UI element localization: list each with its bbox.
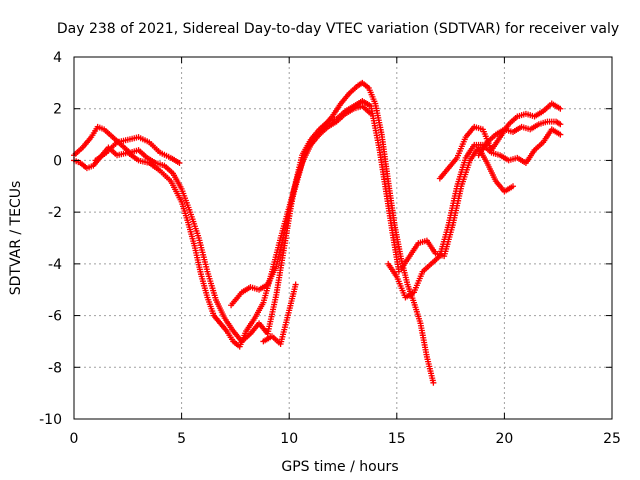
y-tick-label: 0 <box>53 153 62 169</box>
x-tick-label: 20 <box>495 431 513 447</box>
x-tick-label: 25 <box>603 431 621 447</box>
data-series-1 <box>71 79 437 386</box>
y-tick-label: -10 <box>39 412 62 428</box>
y-tick-label: -6 <box>48 309 62 325</box>
data-series-6 <box>398 144 517 273</box>
data-point <box>292 281 299 288</box>
data-series-7 <box>436 100 564 182</box>
data-point <box>557 121 564 128</box>
y-tick-label: 2 <box>53 102 62 118</box>
data-point <box>176 160 183 167</box>
y-tick-label: -4 <box>48 257 62 273</box>
data-point <box>510 183 517 190</box>
x-axis-label: GPS time / hours <box>281 459 398 475</box>
data-series-5 <box>385 126 564 301</box>
y-tick-label: -8 <box>48 360 62 376</box>
data-point <box>557 131 564 138</box>
plot-frame <box>73 56 613 420</box>
x-axis-ticks: 0 5 10 15 20 25 <box>70 57 621 447</box>
data-point <box>367 110 374 117</box>
y-tick-label: 4 <box>53 50 62 66</box>
data-series-4 <box>228 103 374 309</box>
x-tick-label: 10 <box>280 431 298 447</box>
x-tick-label: 0 <box>70 431 79 447</box>
series-trace <box>73 100 400 343</box>
y-axis-ticks: 4 2 0 -2 -4 -6 -8 -10 <box>39 50 612 428</box>
data-series-8 <box>475 118 564 159</box>
data-series-3 <box>92 134 183 167</box>
x-tick-label: 15 <box>388 431 406 447</box>
data-series-9 <box>260 281 299 348</box>
x-tick-label: 5 <box>177 431 186 447</box>
data-point <box>430 379 437 386</box>
chart-title: Day 238 of 2021, Sidereal Day-to-day VTE… <box>57 21 619 37</box>
data-point <box>557 105 564 112</box>
y-tick-label: -2 <box>48 205 62 221</box>
data-series-layer <box>71 79 564 386</box>
y-axis-label: SDTVAR / TECUs <box>8 181 24 296</box>
series-trace <box>230 105 372 306</box>
data-series-2 <box>71 97 402 345</box>
